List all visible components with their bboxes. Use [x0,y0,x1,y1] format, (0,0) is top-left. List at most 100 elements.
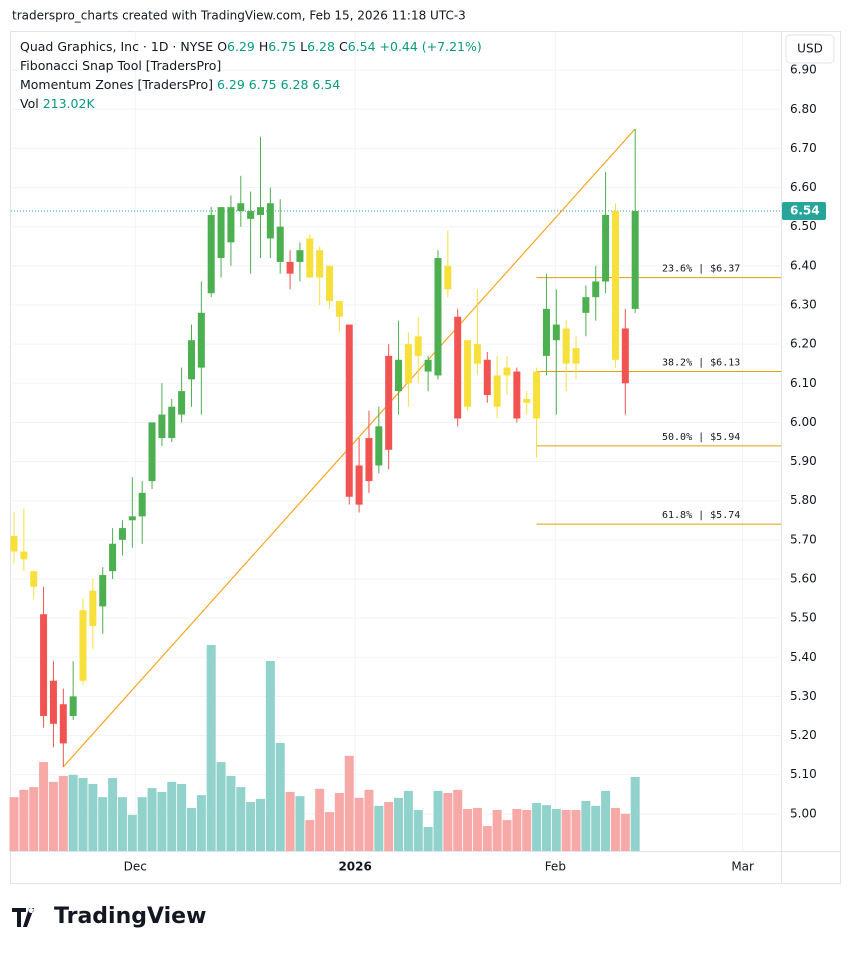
volume-bar [285,791,295,851]
y-tick-label: 6.90 [790,63,817,77]
indicator-name: Momentum Zones [TradersPro] [20,77,213,92]
volume-bar [295,796,305,851]
fib-label: 38.2% | $6.13 [662,358,740,369]
candle-body [168,406,176,439]
volume-bar [58,775,68,851]
candle-body [187,340,195,380]
candle-body [197,312,205,368]
ohlc-value: 6.54 [348,39,376,54]
y-tick-label: 6.80 [790,102,817,116]
volume-bar [117,797,127,851]
brand: TradingView [54,904,206,929]
candle-body [385,355,393,450]
y-tick-label: 5.60 [790,571,817,585]
volume-bar [364,789,374,851]
volume-bar [315,788,325,851]
volume-bar [532,803,542,851]
y-tick-label: 5.40 [790,650,817,664]
volume-bar [78,778,88,851]
candle-body [10,535,18,552]
volume-bar [453,789,463,851]
candle-body [276,226,284,262]
volume-bar [305,820,315,851]
candle-body [109,543,117,572]
volume-bar [256,798,265,851]
candle-body [414,336,422,356]
volume-bar [591,805,601,851]
y-tick-label: 6.30 [790,297,817,311]
candle-body [40,614,48,716]
volume-bar [482,825,492,851]
volume-bar [472,807,482,851]
volume-bar [423,827,433,851]
y-tick-label: 5.30 [790,689,817,703]
volume-bar [344,755,354,851]
candle-body [118,528,126,540]
volume-bar [98,797,108,851]
candle-body [316,250,324,278]
candle-body [247,211,255,219]
volume-bar [177,783,187,851]
volume-bar [216,762,226,851]
volume-bar [354,797,364,851]
volume-bar [167,781,177,851]
volume-bar [196,795,206,851]
ohlc-key: O [217,39,227,54]
volume-bar [384,802,394,851]
candle-body [572,348,580,364]
y-tick-label: 6.70 [790,141,817,155]
volume-bar [265,660,275,851]
candle-body [49,680,57,724]
candle-body [493,375,501,407]
x-tick-label: Feb [545,860,566,874]
volume-value: 213.02K [43,96,96,111]
y-tick-label: 5.10 [790,767,817,781]
candle-body [335,301,343,317]
volume-bar [601,790,611,851]
candle-body [503,367,511,376]
candle-body [89,590,97,626]
candle-body [454,316,462,419]
symbol: Quad Graphics, Inc · 1D · NYSE [20,39,213,54]
legend-line: Fibonacci Snap Tool [TradersPro] [20,58,221,73]
volume-bar [374,805,384,851]
candle-body [631,211,639,309]
candle-body [611,211,619,360]
currency-button[interactable] [785,34,835,64]
caption: traderspro_charts created with TradingVi… [12,9,466,23]
volume-bar [492,810,502,851]
x-tick-label: Dec [124,860,147,874]
frame [10,31,841,884]
y-tick-label: 5.20 [790,728,817,742]
volume-bar [19,789,29,851]
ohlc-key: H [259,39,268,54]
candle-body [582,297,590,313]
volume-bar [186,807,196,851]
candle-body [266,203,274,239]
volume-bar [29,787,39,851]
candle-body [79,610,87,681]
candle-body [621,328,629,384]
candle-body [286,261,294,274]
candle-body [483,359,491,396]
indicator-name: Fibonacci Snap Tool [TradersPro] [20,58,221,73]
y-tick-label: 5.00 [790,806,817,820]
candle-body [395,359,403,392]
candle-body [138,492,146,517]
candle-body [20,551,28,560]
candle-body [217,207,225,259]
candle-body [59,704,67,744]
volume-bar [147,788,157,851]
candle-body [552,324,560,341]
volume-bar [630,776,640,851]
candle-body [227,207,235,243]
volume-bar [88,783,98,851]
fib-label: 50.0% | $5.94 [662,432,740,443]
ohlc-key: C [339,39,348,54]
volume-bar [403,790,413,851]
x-tick-label: 2026 [338,860,371,874]
candle-body [365,438,373,482]
volume-bar [512,808,522,851]
